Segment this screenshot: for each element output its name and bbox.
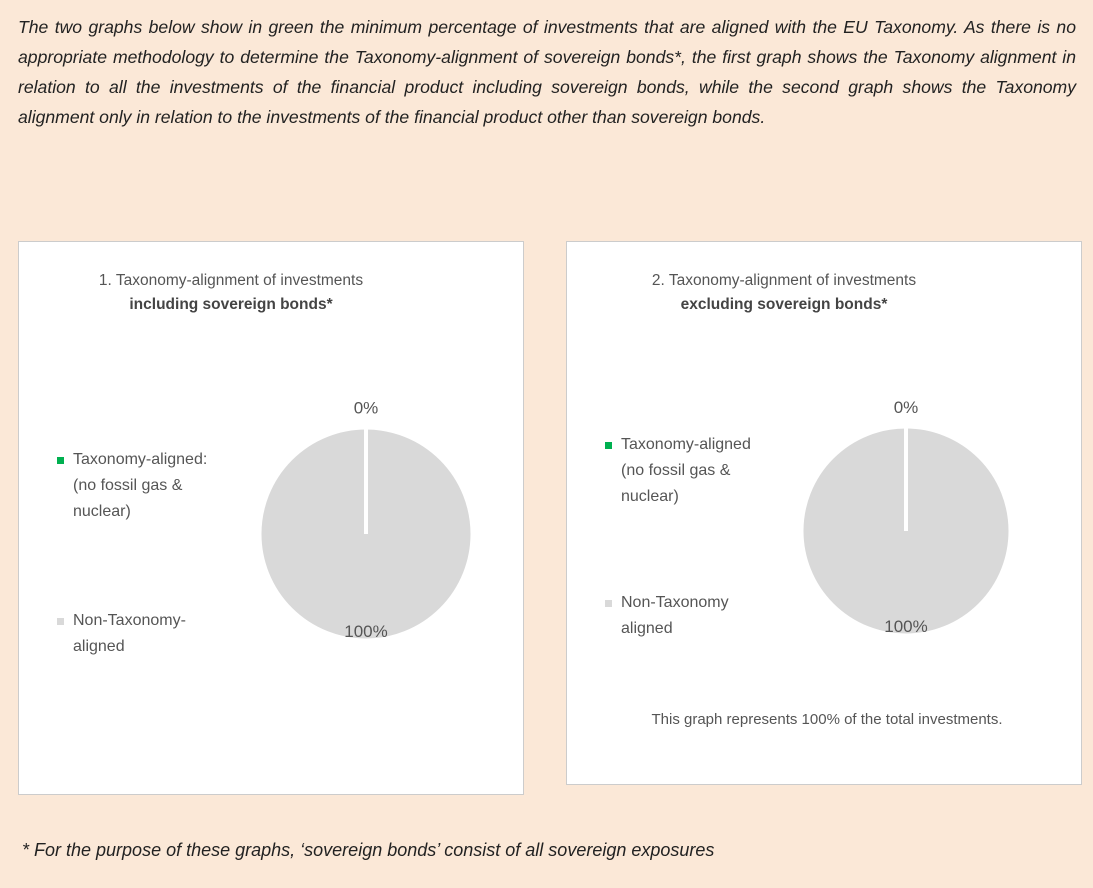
data-label: 100% (344, 622, 387, 641)
chart-subtitle: excluding sovereign bonds* (680, 296, 888, 313)
legend-marker (57, 457, 64, 464)
legend-item: Non-Taxonomy-aligned (57, 608, 233, 660)
annotation: This graph represents 100% of the total … (651, 711, 1003, 728)
pie-chart: 0% 100% (800, 398, 1012, 637)
data-label: 0% (354, 398, 379, 417)
pie-chart: 0% 100% (258, 398, 474, 642)
legend-label: Non-Taxonomy-aligned (73, 612, 186, 655)
chart-title: 1. Taxonomy-alignment of investments (98, 272, 364, 289)
legend-item: Taxonomy-aligned (no fossil gas & nuclea… (605, 432, 771, 510)
chart-box: 2. Taxonomy-alignment of investments excl… (566, 241, 1082, 785)
legend-label: Taxonomy-aligned: (no fossil gas & nucle… (73, 451, 208, 520)
legend-item: Taxonomy-aligned: (no fossil gas & nucle… (57, 447, 233, 525)
chart-title: 2. Taxonomy-alignment of investments (651, 272, 917, 289)
legend-label: Non-Taxonomy aligned (621, 594, 729, 637)
footnote: * For the purpose of these graphs, ‘sove… (22, 840, 715, 860)
chart-box: 1. Taxonomy-alignment of investments incl… (18, 241, 524, 795)
data-label: 100% (884, 617, 927, 636)
chart-subtitle: including sovereign bonds* (129, 296, 333, 313)
intro-text: The two graphs below show in green the m… (18, 17, 1076, 127)
legend-marker (605, 442, 612, 449)
legend-marker (57, 618, 64, 625)
legend-label: Taxonomy-aligned (no fossil gas & nuclea… (621, 436, 751, 505)
data-label: 0% (894, 398, 919, 417)
legend-item: Non-Taxonomy aligned (605, 590, 771, 642)
legend-marker (605, 600, 612, 607)
